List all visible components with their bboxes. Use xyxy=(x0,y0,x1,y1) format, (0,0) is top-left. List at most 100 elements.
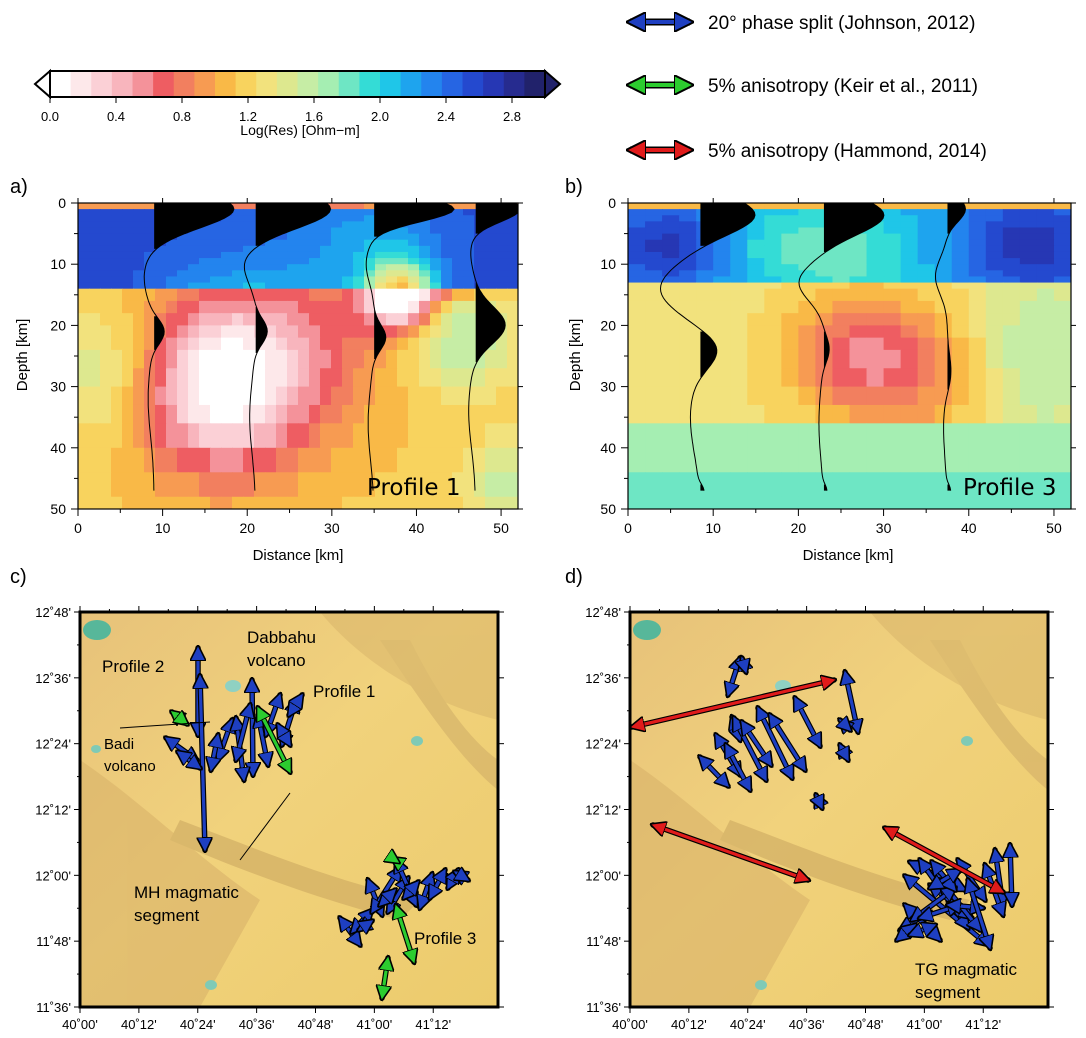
resistivity-cell xyxy=(883,368,902,388)
resistivity-cell xyxy=(353,447,365,473)
resistivity-cell xyxy=(849,496,868,509)
resistivity-cell xyxy=(166,313,178,326)
resistivity-cell xyxy=(111,423,123,449)
blue-phase-split-arrow xyxy=(427,870,448,898)
resistivity-cell xyxy=(111,447,123,473)
resistivity-cell xyxy=(951,349,970,369)
colorbar-cell xyxy=(132,71,154,97)
resistivity-cell xyxy=(452,349,464,369)
resistivity-cell xyxy=(144,300,156,314)
resistivity-cell xyxy=(331,215,343,222)
resistivity-cell xyxy=(628,239,646,247)
resistivity-cell xyxy=(100,264,112,271)
resistivity-cell xyxy=(917,215,936,222)
resistivity-cell xyxy=(679,447,697,473)
resistivity-cell xyxy=(221,337,233,351)
resistivity-cell xyxy=(177,386,189,406)
resistivity-cell xyxy=(331,300,343,314)
resistivity-cell xyxy=(866,447,885,473)
resistivity-cell xyxy=(696,496,714,509)
resistivity-cell xyxy=(900,245,919,253)
resistivity-cell xyxy=(155,404,167,424)
resistivity-cell xyxy=(866,270,885,278)
map-c-label-dabbahu-1: Dabbahu xyxy=(247,628,316,647)
resistivity-cell xyxy=(1002,276,1021,284)
resistivity-cell xyxy=(342,282,354,290)
lon-tick-label: 40˚00' xyxy=(612,1017,648,1032)
resistivity-cell xyxy=(1053,496,1071,509)
resistivity-cell xyxy=(713,496,731,509)
resistivity-cell xyxy=(375,349,387,369)
resistivity-cell xyxy=(133,264,145,271)
lat-tick-label: 11˚48' xyxy=(586,934,621,949)
resistivity-cell xyxy=(133,300,145,314)
resistivity-cell xyxy=(430,300,442,314)
resistivity-cell xyxy=(747,227,765,235)
resistivity-cell xyxy=(452,368,464,388)
resistivity-cell xyxy=(900,282,919,290)
resistivity-cell xyxy=(679,496,697,509)
resistivity-cell xyxy=(1053,404,1071,424)
resistivity-cell xyxy=(331,251,343,259)
resistivity-cell xyxy=(883,423,902,449)
phase-curve-lobe xyxy=(154,203,234,249)
resistivity-cell xyxy=(747,203,765,210)
resistivity-cell xyxy=(463,215,475,222)
resistivity-cell xyxy=(155,288,167,302)
resistivity-cell xyxy=(968,472,987,498)
resistivity-cell xyxy=(934,258,953,265)
resistivity-cell xyxy=(507,496,518,509)
resistivity-cell xyxy=(485,270,497,278)
resistivity-cell xyxy=(221,300,233,314)
resistivity-cell xyxy=(1002,245,1021,253)
resistivity-cell xyxy=(89,472,101,498)
resistivity-cell xyxy=(968,245,987,253)
lon-tick-label: 41˚00' xyxy=(356,1017,392,1032)
resistivity-cell xyxy=(798,227,817,235)
resistivity-cell xyxy=(177,270,189,278)
resistivity-cell xyxy=(463,251,475,259)
resistivity-cell xyxy=(917,221,936,229)
resistivity-cell xyxy=(832,496,851,509)
resistivity-cell xyxy=(645,447,663,473)
resistivity-cell xyxy=(221,423,233,449)
resistivity-cell xyxy=(364,313,376,326)
resistivity-cell xyxy=(298,313,310,326)
resistivity-cell xyxy=(78,313,90,326)
resistivity-cell xyxy=(331,264,343,271)
resistivity-cell xyxy=(221,276,233,284)
resistivity-cell xyxy=(815,251,834,259)
resistivity-cell xyxy=(866,251,885,259)
resistivity-cell xyxy=(645,276,663,284)
resistivity-cell xyxy=(441,496,453,509)
resistivity-cell xyxy=(122,227,134,235)
resistivity-cell xyxy=(320,233,332,241)
resistivity-cell xyxy=(441,288,453,302)
resistivity-cell xyxy=(276,245,288,253)
resistivity-cell xyxy=(628,337,646,351)
resistivity-cell xyxy=(342,447,354,473)
resistivity-cell xyxy=(89,203,101,210)
resistivity-cell xyxy=(386,300,398,314)
resistivity-cell xyxy=(430,423,442,449)
resistivity-cell xyxy=(917,276,936,284)
resistivity-cell xyxy=(408,337,420,351)
map-c-label-dabbahu-2: volcano xyxy=(247,651,306,670)
resistivity-cell xyxy=(89,239,101,247)
phase-curve-lobe xyxy=(700,331,717,378)
resistivity-cell xyxy=(1036,227,1055,235)
resistivity-cell xyxy=(645,215,663,222)
resistivity-cell xyxy=(419,423,431,449)
resistivity-cell xyxy=(78,368,90,388)
resistivity-cell xyxy=(781,215,799,222)
resistivity-cell xyxy=(507,325,518,339)
resistivity-cell xyxy=(419,325,431,339)
resistivity-cell xyxy=(679,337,697,351)
colorbar-cell xyxy=(256,71,278,97)
resistivity-cell xyxy=(1002,221,1021,229)
resistivity-cell xyxy=(111,368,123,388)
lon-tick-label: 40˚24' xyxy=(730,1017,766,1032)
resistivity-cell xyxy=(696,423,714,449)
resistivity-cell xyxy=(419,264,431,271)
